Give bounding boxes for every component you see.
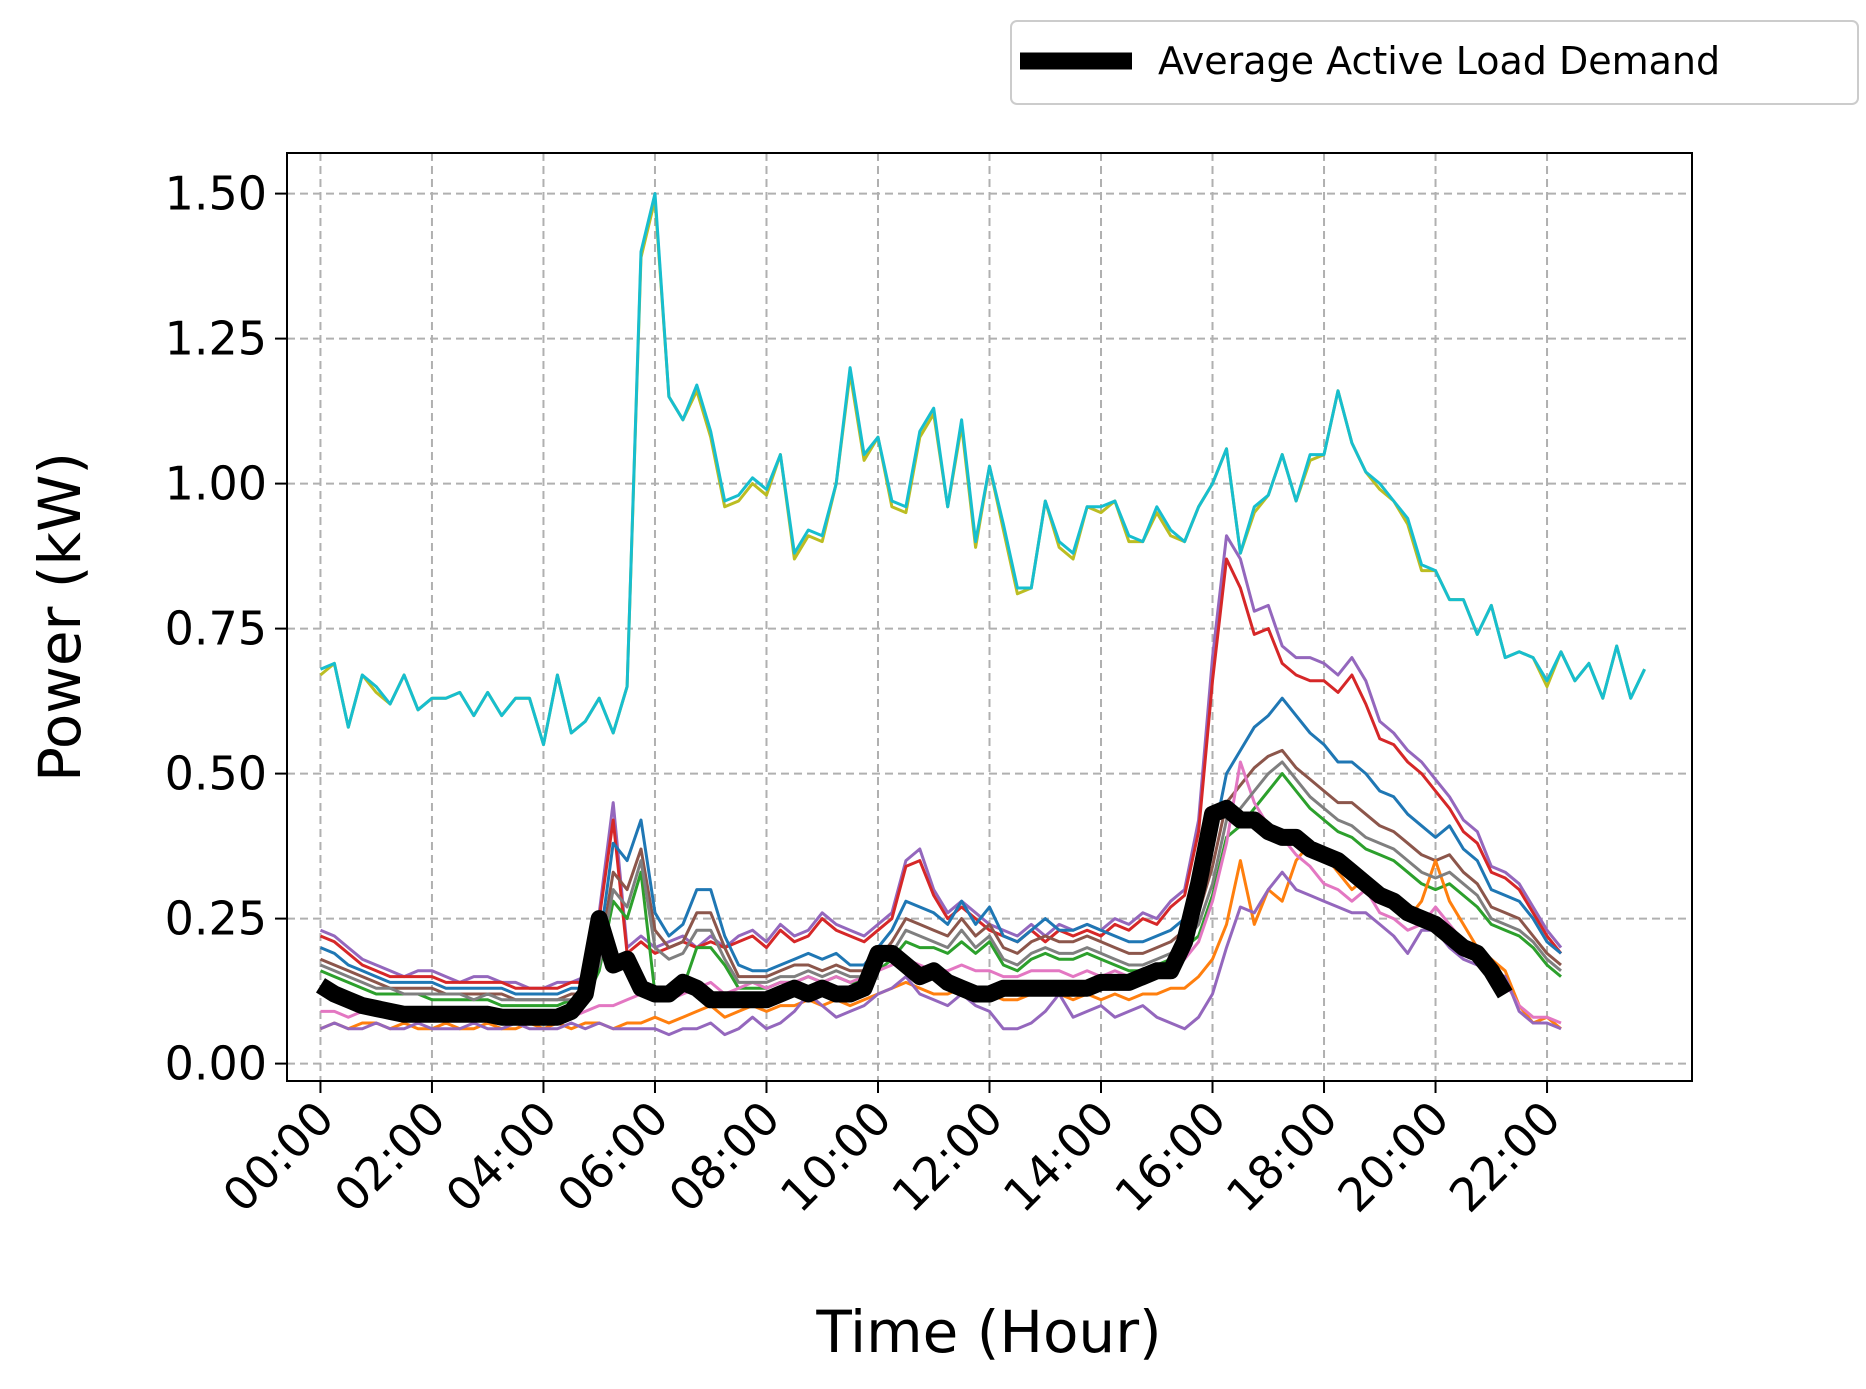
y-tick-label: 0.00 xyxy=(165,1037,267,1091)
y-axis: 0.00 0.25 0.50 0.75 1.00 1.25 1.50 xyxy=(165,167,287,1091)
series-line-5 xyxy=(319,696,1562,996)
series-line-11 xyxy=(319,870,1562,1037)
series-line-4 xyxy=(319,557,1563,990)
y-tick-label: 0.75 xyxy=(165,602,267,656)
series-line-2 xyxy=(319,192,1646,747)
average-active-load-line xyxy=(315,799,1513,1026)
average-line-group xyxy=(315,799,1513,1026)
y-tick-label: 0.50 xyxy=(165,747,267,801)
y-tick-label: 1.00 xyxy=(165,457,267,511)
y-axis-title: Power (kW) xyxy=(26,452,94,782)
series-lines xyxy=(319,192,1646,1037)
y-tick-label: 1.50 xyxy=(165,167,267,221)
series-line-10 xyxy=(319,760,1562,1002)
legend: Average Active Load Demand xyxy=(1010,20,1859,105)
legend-label-average: Average Active Load Demand xyxy=(1158,39,1720,83)
y-tick-label: 1.25 xyxy=(165,312,267,366)
legend-box xyxy=(1010,20,1859,105)
series-line-7 xyxy=(319,772,1562,1008)
y-tick-label: 0.25 xyxy=(165,892,267,946)
x-axis-title: Time (Hour) xyxy=(815,1298,1161,1366)
